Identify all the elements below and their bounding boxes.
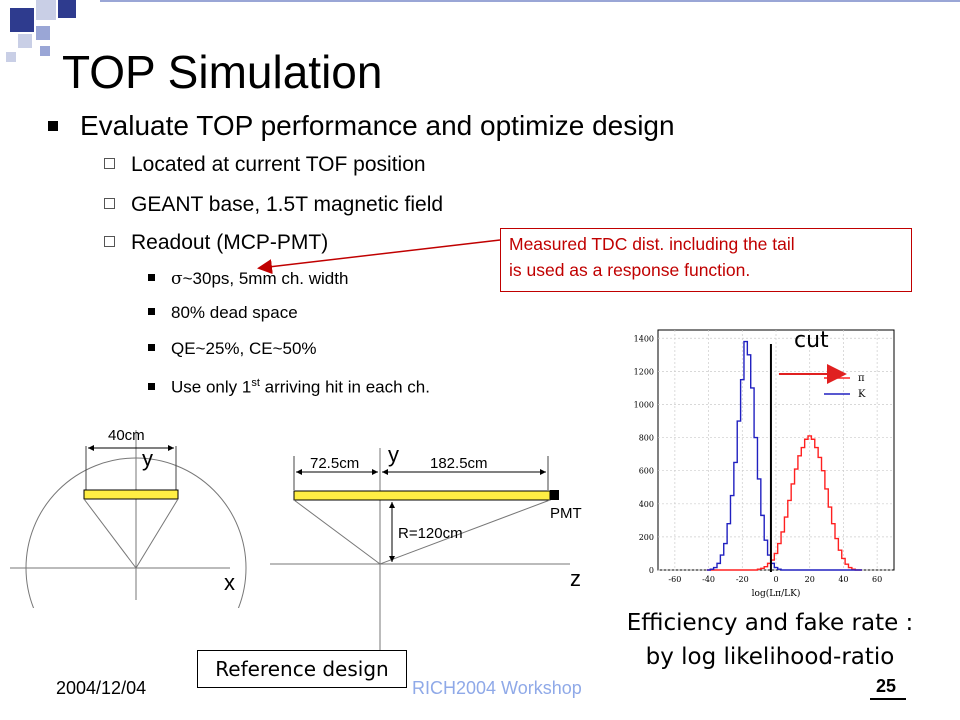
subsub-bullet-text: arriving hit in each ch. [259, 377, 430, 397]
pmt-label: PMT [550, 505, 582, 522]
footer-date: 2004/12/04 [56, 678, 147, 698]
subsub-bullet: 80% dead space [148, 302, 298, 324]
footer-workshop: RICH2004 Workshop [412, 678, 582, 698]
series-line-pion [706, 435, 862, 571]
x-tick-label: 0 [773, 575, 778, 584]
x-tick-label: 60 [872, 575, 882, 584]
legend-label: π [858, 373, 865, 384]
diagram-xy-view: 40cm y x [10, 427, 247, 608]
bullet-square-icon [148, 308, 155, 316]
sub-bullet: Located at current TOF position [104, 152, 426, 178]
corner-square [40, 46, 50, 56]
ordinal-superscript: st [251, 377, 260, 389]
subsub-bullet-text: ~30ps, 5mm ch. width [182, 269, 349, 288]
subsub-bullet: Use only 1st arriving hit in each ch. [148, 372, 430, 399]
page-number: 25 [876, 676, 897, 696]
sub-bullet: Readout (MCP-PMT) [104, 230, 328, 256]
y-tick-label: 600 [639, 467, 654, 476]
x-tick-label: -60 [668, 575, 681, 584]
callout-arrow [257, 239, 501, 275]
x-tick-label: 40 [838, 575, 848, 584]
subsub-bullet: QE~25%, CE~50% [148, 338, 317, 360]
corner-square [10, 8, 34, 32]
x-tick-label: -20 [736, 575, 749, 584]
sub-bullet-text: GEANT base, 1.5T magnetic field [131, 193, 444, 216]
left-length-label: 72.5cm [310, 455, 359, 472]
hollow-square-icon [104, 197, 115, 209]
corner-square [18, 34, 32, 48]
corner-square [6, 52, 16, 62]
subsub-bullet: σ~30ps, 5mm ch. width [148, 268, 348, 290]
callout-line: is used as a response function. [509, 260, 751, 280]
y-tick-label: 400 [639, 500, 654, 509]
sub-bullet-text: Readout (MCP-PMT) [131, 231, 329, 254]
axis-z-label: z [570, 566, 581, 591]
title-rule [100, 0, 960, 2]
reference-design-box: Reference design [197, 650, 407, 688]
bullet-square-icon [148, 274, 155, 282]
corner-square [36, 0, 56, 20]
axis-y-label: y [388, 442, 399, 467]
bullet-square-icon [148, 344, 155, 352]
hollow-square-icon [104, 157, 115, 169]
subsub-bullet-text: QE~25%, CE~50% [171, 339, 317, 358]
radius-label: R=120cm [398, 525, 463, 542]
x-tick-label: 20 [805, 575, 815, 584]
main-bullet-text: Evaluate TOP performance and optimize de… [80, 110, 675, 141]
subsub-bullet-text: 80% dead space [171, 303, 298, 322]
cut-label: cut [794, 328, 829, 353]
sub-bullet: GEANT base, 1.5T magnetic field [104, 192, 443, 218]
corner-square [58, 0, 76, 18]
bullet-square-icon [148, 382, 155, 390]
width-label: 40cm [108, 427, 145, 444]
subsub-bullet-text: Use only 1 [171, 377, 252, 397]
likelihood-histogram: -60 -40 -20 0 20 40 60020040060080010001200140… [634, 329, 895, 599]
sub-bullet-text: Located at current TOF position [131, 153, 426, 176]
x-tick-label: -40 [702, 575, 715, 584]
hollow-square-icon [104, 235, 115, 247]
series-line-kaon [706, 340, 862, 571]
main-bullet: Evaluate TOP performance and optimize de… [48, 108, 675, 144]
x-axis-label: log(Lπ/LK) [752, 588, 801, 599]
axis-y-label: y [142, 446, 153, 471]
sigma-symbol: σ [171, 269, 183, 289]
y-tick-label: 1000 [634, 400, 654, 409]
legend-label: K [858, 389, 866, 400]
right-length-label: 182.5cm [430, 455, 488, 472]
caption-line: by log likelihood-ratio [645, 644, 895, 670]
slide-title: TOP Simulation [62, 46, 383, 98]
y-tick-label: 800 [639, 434, 654, 443]
y-tick-label: 1200 [634, 367, 654, 376]
callout-line: Measured TDC dist. including the tail [509, 234, 795, 254]
diagram-yz-view: 72.5cm 182.5cm y R=120cm PMT z [270, 442, 582, 662]
page-number-underline [870, 698, 906, 700]
corner-square [36, 26, 50, 40]
caption-line: Efficiency and fake rate : [626, 610, 914, 636]
chart-caption: Efficiency and fake rate : by log likeli… [580, 606, 960, 674]
bullet-square-icon [48, 120, 58, 131]
y-tick-label: 1400 [634, 334, 654, 343]
y-tick-label: 200 [639, 533, 654, 542]
callout-box: Measured TDC dist. including the tail is… [500, 228, 912, 292]
y-tick-label: 0 [649, 566, 654, 575]
axis-x-label: x [224, 570, 235, 595]
